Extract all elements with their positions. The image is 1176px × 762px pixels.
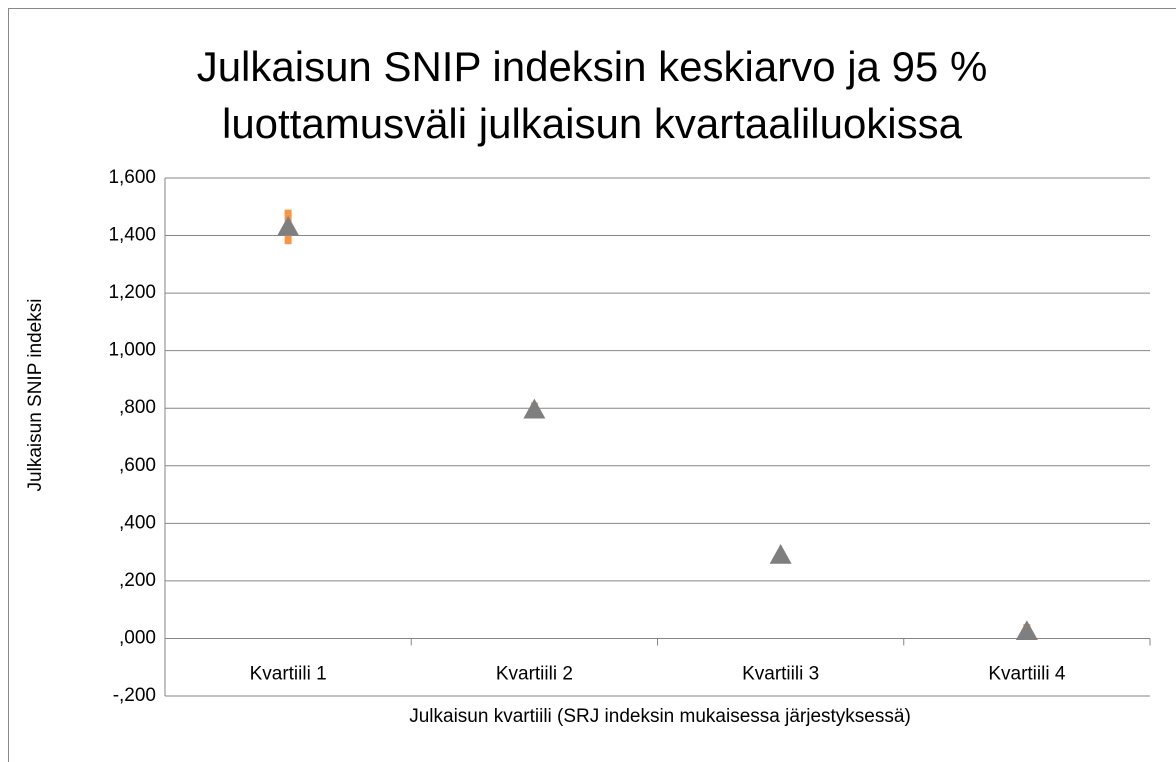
mean-marker <box>523 398 546 419</box>
y-tick-label: ,200 <box>119 570 156 591</box>
x-tick-label: Kvartiili 2 <box>496 663 573 684</box>
x-tick-label: Kvartiili 1 <box>250 663 327 684</box>
y-tick-label: ,400 <box>119 512 156 533</box>
y-tick-label: ,800 <box>119 397 156 418</box>
x-tick-label: Kvartiili 3 <box>742 663 819 684</box>
y-tick-label: -,200 <box>113 685 156 706</box>
chart-title-line: Julkaisun SNIP indeksin keskiarvo ja 95 … <box>197 43 988 90</box>
y-tick-label: ,000 <box>119 627 156 648</box>
chart-title-line: luottamusväli julkaisun kvartaaliluokiss… <box>222 100 963 147</box>
x-tick-label: Kvartiili 4 <box>988 663 1066 684</box>
y-tick-label: 1,600 <box>108 167 156 188</box>
mean-marker <box>1015 620 1038 641</box>
y-tick-label: 1,000 <box>108 340 156 361</box>
chart-border <box>8 8 1176 762</box>
y-tick-label: ,600 <box>119 455 156 476</box>
mean-marker <box>769 543 792 564</box>
y-axis-title: Julkaisun SNIP indeksi <box>25 299 46 492</box>
mean-marker <box>277 215 300 236</box>
x-axis-title: Julkaisun kvartiili (SRJ indeksin mukais… <box>409 706 911 727</box>
y-tick-label: 1,400 <box>108 225 156 246</box>
y-tick-label: 1,200 <box>108 282 156 303</box>
